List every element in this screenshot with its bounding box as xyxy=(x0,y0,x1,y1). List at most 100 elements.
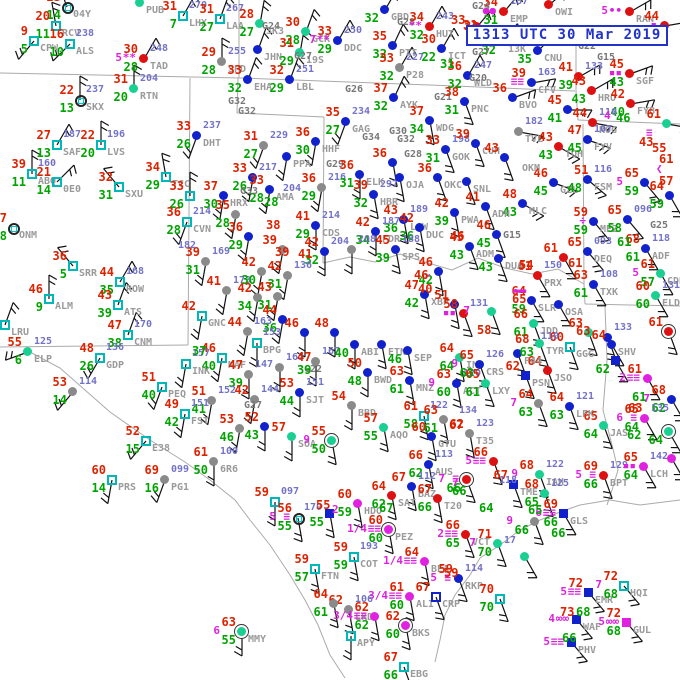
station-dewpoint: 62 xyxy=(595,362,610,376)
station-gust: G27 xyxy=(472,47,491,58)
wind-barb xyxy=(283,455,293,462)
wind-barb xyxy=(344,649,352,655)
station-dot xyxy=(574,72,583,81)
station-pressure: 093 xyxy=(594,236,613,247)
station-pressure: 187 xyxy=(510,0,529,7)
station-dot xyxy=(625,69,634,78)
station-dot xyxy=(589,280,598,289)
station-dot xyxy=(295,388,304,397)
wind-barb xyxy=(345,263,353,269)
station-id: BWD xyxy=(374,375,393,386)
station-temperature: 36 xyxy=(417,161,432,175)
station-gust: G28 xyxy=(397,17,416,28)
station-dewpoint: 27 xyxy=(239,25,254,39)
station-dot xyxy=(113,300,123,310)
station-dewpoint: 48 xyxy=(567,181,582,195)
station-temperature: 49 xyxy=(164,397,179,411)
wind-barb xyxy=(150,495,158,503)
station-weather-symbol: ≡≡ xyxy=(444,527,458,540)
map-label: 134 xyxy=(459,405,478,416)
station-dewpoint: 28 xyxy=(285,33,300,47)
station-dewpoint: 45 xyxy=(476,236,491,250)
station-temperature: 62 xyxy=(385,609,400,623)
wind-barb xyxy=(396,0,399,1)
station-id: DUA xyxy=(505,261,524,272)
station-pressure: 151 xyxy=(191,398,210,409)
station-id: OKC xyxy=(444,180,463,191)
station-temperature: 42 xyxy=(355,215,370,229)
station-dot xyxy=(434,267,443,276)
station-temperature: 31 xyxy=(279,36,294,50)
station-dewpoint: 40 xyxy=(610,105,625,119)
wind-barb xyxy=(345,624,353,629)
station-temperature: 30 xyxy=(285,15,300,29)
station-dot xyxy=(419,411,429,421)
station-dot xyxy=(243,327,252,336)
station-dot xyxy=(527,296,536,305)
station-dot xyxy=(625,7,634,16)
station-dewpoint: 36 xyxy=(399,229,414,243)
station-dewpoint: 32 xyxy=(373,99,388,113)
station-dot xyxy=(95,353,105,363)
station-id: RCV xyxy=(62,28,81,39)
station-id: DHT xyxy=(203,138,222,149)
wind-barb xyxy=(57,245,67,249)
station-id: SKX xyxy=(86,102,105,113)
station-temperature: 64 xyxy=(511,284,526,298)
wind-barb xyxy=(103,166,113,170)
station-dot xyxy=(420,290,429,299)
station-id: IAH xyxy=(546,477,565,488)
station-pressure: 234 xyxy=(352,106,371,117)
wind-barb xyxy=(246,315,255,323)
station-id: FDR xyxy=(382,234,401,245)
station-pressure: 122 xyxy=(430,400,449,411)
station-id: SPS xyxy=(402,252,421,263)
station-pressure: 255 xyxy=(228,46,247,57)
station-weather-symbol: ** xyxy=(122,51,136,64)
wind-barb xyxy=(490,327,499,330)
station-id: AYK xyxy=(400,100,419,111)
station-pressure: 247 xyxy=(474,60,493,71)
station-dot xyxy=(265,185,274,194)
station-temperature: 45 xyxy=(547,93,562,107)
station-dot xyxy=(387,491,396,500)
station-visibility: 5 xyxy=(598,615,605,628)
station-dot xyxy=(201,257,210,266)
station-id: DUC xyxy=(426,230,445,241)
station-id: BBD xyxy=(358,408,377,419)
station-dot xyxy=(209,457,218,466)
station-id: F44 xyxy=(524,356,543,367)
station-dewpoint: 31 xyxy=(98,188,113,202)
station-temperature: 69 xyxy=(543,497,558,511)
station-weather-symbol: ≡≡ xyxy=(567,585,581,598)
wind-barb xyxy=(311,14,318,22)
station-dot xyxy=(465,429,474,438)
station-temperature: 37 xyxy=(0,211,7,225)
map-label: 68 xyxy=(576,605,591,619)
map-label: 66 xyxy=(551,526,566,540)
station-temperature: 69 xyxy=(583,459,598,473)
station-pressure: 217 xyxy=(259,162,278,173)
wind-barb xyxy=(4,351,8,361)
station-dewpoint: 20 xyxy=(80,146,95,160)
station-id: P28 xyxy=(406,70,425,81)
station-dot xyxy=(355,170,364,179)
wind-barb xyxy=(249,161,257,169)
wind-barb xyxy=(569,367,579,371)
station-id: FYB xyxy=(637,106,656,117)
station-dewpoint: 39 xyxy=(558,78,573,92)
wind-barb xyxy=(645,67,648,76)
station-pressure: 131 xyxy=(662,280,680,291)
station-id: EMR xyxy=(595,595,614,606)
wind-barb xyxy=(392,264,400,269)
station-dot xyxy=(369,190,378,199)
wind-barb xyxy=(602,441,611,444)
station-temperature: 35 xyxy=(325,105,340,119)
station-id: TVL xyxy=(525,134,544,145)
wind-barb xyxy=(403,370,413,376)
wind-barb xyxy=(569,427,579,431)
map-label: 64 xyxy=(479,501,494,515)
station-weather-symbol: ÷ xyxy=(579,214,586,227)
wind-barb xyxy=(310,205,319,213)
